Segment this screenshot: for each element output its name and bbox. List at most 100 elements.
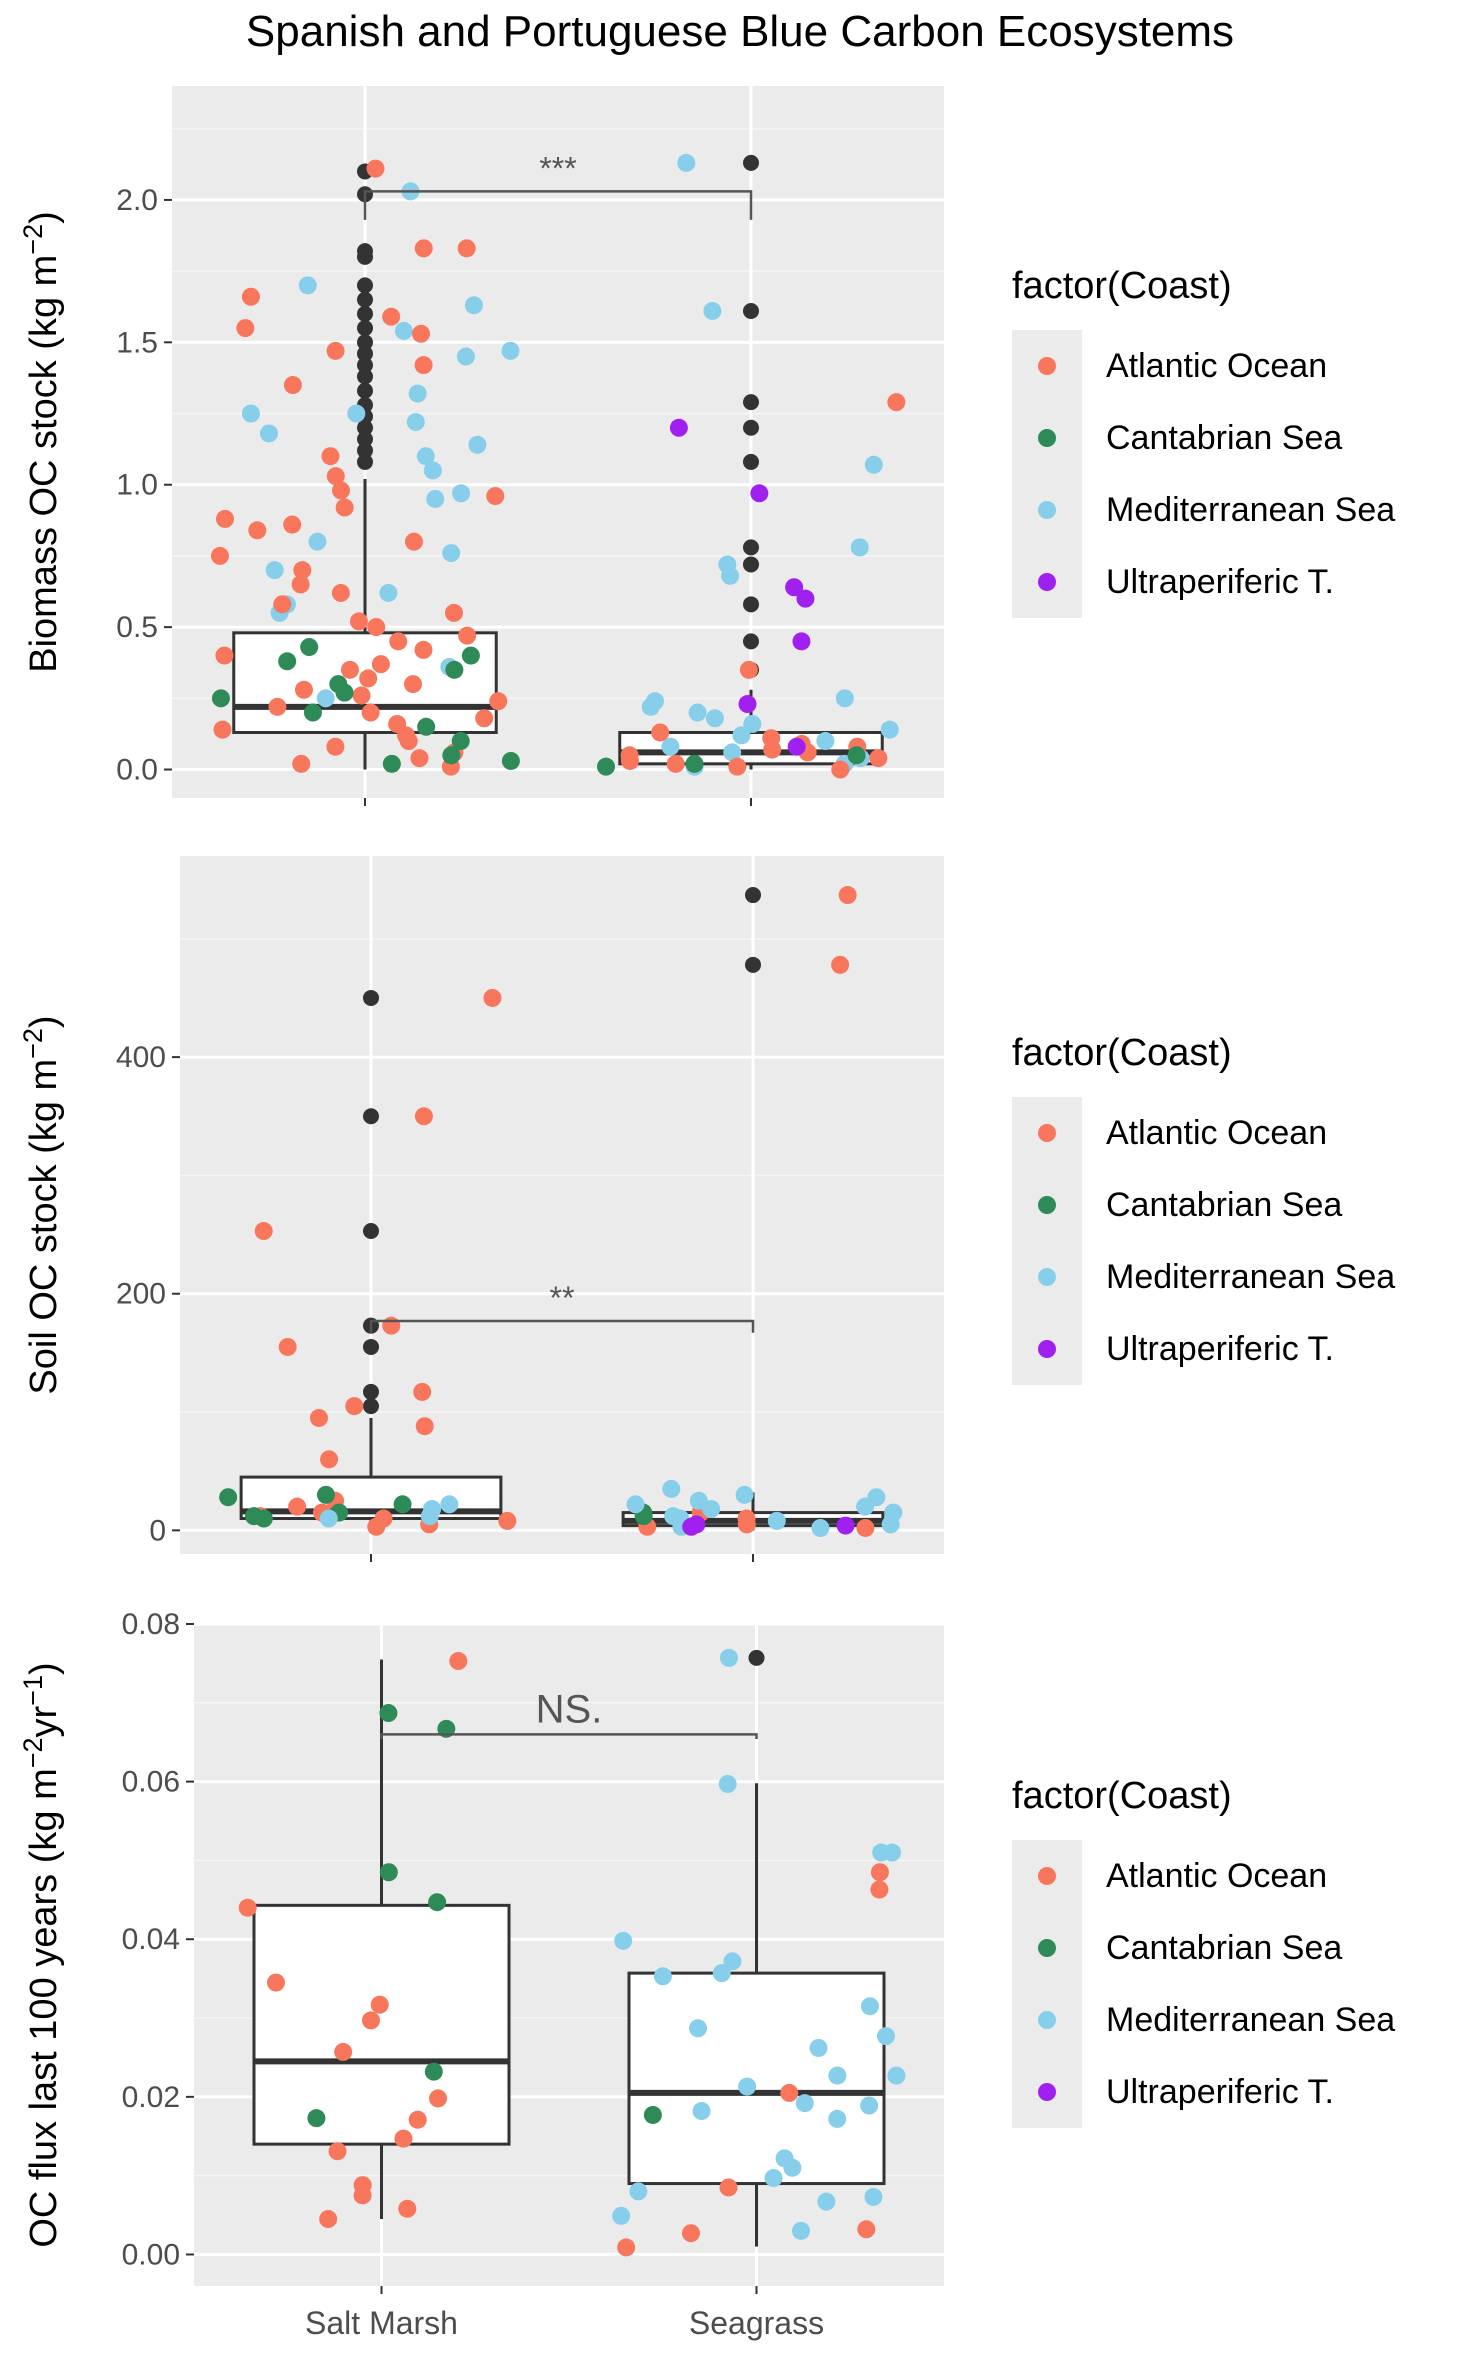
data-point-mediterranean-sea (880, 720, 899, 739)
data-point-atlantic-ocean (254, 1222, 273, 1241)
data-point-atlantic-ocean (415, 1417, 434, 1436)
legend-entry-label: Atlantic Ocean (1106, 347, 1327, 385)
data-point-atlantic-ocean (838, 886, 857, 905)
data-point-mediterranean-sea (703, 301, 722, 320)
data-point-ultraperiferic-t (792, 632, 811, 651)
outlier-point (363, 1398, 379, 1415)
data-point-atlantic-ocean (367, 1517, 386, 1536)
data-point-mediterranean-sea (811, 1518, 830, 1537)
data-point-mediterranean-sea (860, 1997, 879, 2016)
data-point-cantabrian-sea (254, 1509, 273, 1528)
data-point-atlantic-ocean (408, 2110, 427, 2129)
box-iqr (252, 1903, 511, 2146)
legend-entry-label: Ultraperiferic T. (1106, 2073, 1334, 2111)
data-point-atlantic-ocean (334, 2042, 353, 2061)
significance-bracket (380, 1733, 758, 1740)
data-point-cantabrian-sea (445, 660, 464, 679)
outlier-point (357, 431, 373, 448)
outlier-point (743, 453, 759, 470)
data-point-ultraperiferic-t (796, 589, 815, 608)
data-point-mediterranean-sea (856, 1497, 875, 1516)
data-point-atlantic-ocean (292, 754, 311, 773)
outlier-point (357, 320, 373, 337)
data-point-cantabrian-sea (643, 2105, 662, 2124)
data-point-cantabrian-sea (417, 717, 436, 736)
panel-background (180, 856, 944, 1554)
data-point-mediterranean-sea (241, 404, 260, 423)
data-point-atlantic-ocean (278, 1337, 297, 1356)
data-point-mediterranean-sea (721, 566, 740, 585)
data-point-atlantic-ocean (780, 2083, 799, 2102)
data-point-atlantic-ocean (382, 307, 401, 326)
data-point-mediterranean-sea (442, 544, 461, 563)
outlier-point (743, 394, 759, 411)
legend-key-marker (1038, 2083, 1056, 2101)
outlier-point (743, 596, 759, 613)
outlier-point (363, 1108, 379, 1125)
outlier-point (357, 305, 373, 322)
y-tick-label: 0 (149, 1514, 166, 1547)
data-point-atlantic-ocean (857, 2220, 876, 2239)
outlier-point (363, 1383, 379, 1400)
data-point-atlantic-ocean (617, 2238, 636, 2257)
data-point-atlantic-ocean (371, 655, 390, 674)
data-point-atlantic-ocean (410, 749, 429, 768)
data-point-cantabrian-sea (501, 751, 520, 770)
y-tick-label: 0.5 (116, 611, 158, 644)
outlier-point (357, 453, 373, 470)
data-point-atlantic-ocean (414, 356, 433, 375)
outlier-point (363, 1338, 379, 1355)
y-tick-label: 400 (116, 1041, 166, 1074)
data-point-atlantic-ocean (345, 1397, 364, 1416)
significance-label: *** (539, 150, 576, 186)
legend: factor(Coast) Atlantic Ocean Cantabrian Se… (1012, 1032, 1395, 1385)
data-point-atlantic-ocean (215, 646, 234, 665)
data-point-atlantic-ocean (361, 2011, 380, 2030)
data-point-atlantic-ocean (328, 2142, 347, 2161)
data-point-mediterranean-sea (661, 737, 680, 756)
legend-entry-label: Cantabrian Sea (1106, 1929, 1342, 1967)
data-point-cantabrian-sea (316, 1485, 335, 1504)
y-tick-label: 0.08 (122, 1608, 180, 1641)
data-point-mediterranean-sea (440, 1495, 459, 1514)
legend-key-marker (1038, 2011, 1056, 2029)
data-point-atlantic-ocean (382, 1316, 401, 1335)
data-point-atlantic-ocean (366, 159, 385, 178)
data-point-mediterranean-sea (298, 276, 317, 295)
outlier-point (363, 1223, 379, 1240)
data-point-atlantic-ocean (353, 2186, 372, 2205)
data-point-mediterranean-sea (864, 455, 883, 474)
data-point-mediterranean-sea (677, 153, 696, 172)
data-point-atlantic-ocean (429, 2089, 448, 2108)
data-point-mediterranean-sea (723, 743, 742, 762)
legend-key-marker (1038, 501, 1056, 519)
data-point-atlantic-ocean (681, 2224, 700, 2243)
data-point-atlantic-ocean (404, 675, 423, 694)
data-point-mediterranean-sea (732, 726, 751, 745)
data-point-cantabrian-sea (300, 638, 319, 657)
data-point-mediterranean-sea (876, 2027, 895, 2046)
legend-key-marker (1038, 429, 1056, 447)
data-point-mediterranean-sea (265, 561, 284, 580)
data-point-cantabrian-sea (685, 754, 704, 773)
legend-title: factor(Coast) (1012, 265, 1232, 307)
data-point-atlantic-ocean (291, 575, 310, 594)
data-point-mediterranean-sea (864, 2187, 883, 2206)
data-point-mediterranean-sea (394, 321, 413, 340)
outlier-point (357, 291, 373, 308)
data-point-mediterranean-sea (464, 296, 483, 315)
legend-title: factor(Coast) (1012, 1775, 1232, 1817)
data-point-mediterranean-sea (420, 1507, 439, 1526)
data-point-atlantic-ocean (361, 703, 380, 722)
data-point-atlantic-ocean (288, 1497, 307, 1516)
data-point-cantabrian-sea (335, 683, 354, 702)
data-point-atlantic-ocean (831, 955, 850, 974)
data-point-cantabrian-sea (379, 1863, 398, 1882)
data-point-atlantic-ocean (326, 341, 345, 360)
data-point-mediterranean-sea (347, 404, 366, 423)
data-point-atlantic-ocean (238, 1898, 257, 1917)
data-point-atlantic-ocean (389, 632, 408, 651)
legend: factor(Coast) Atlantic Ocean Cantabrian Se… (1012, 1775, 1395, 2128)
data-point-atlantic-ocean (331, 583, 350, 602)
boxplot-salt-marsh (239, 1417, 503, 1531)
